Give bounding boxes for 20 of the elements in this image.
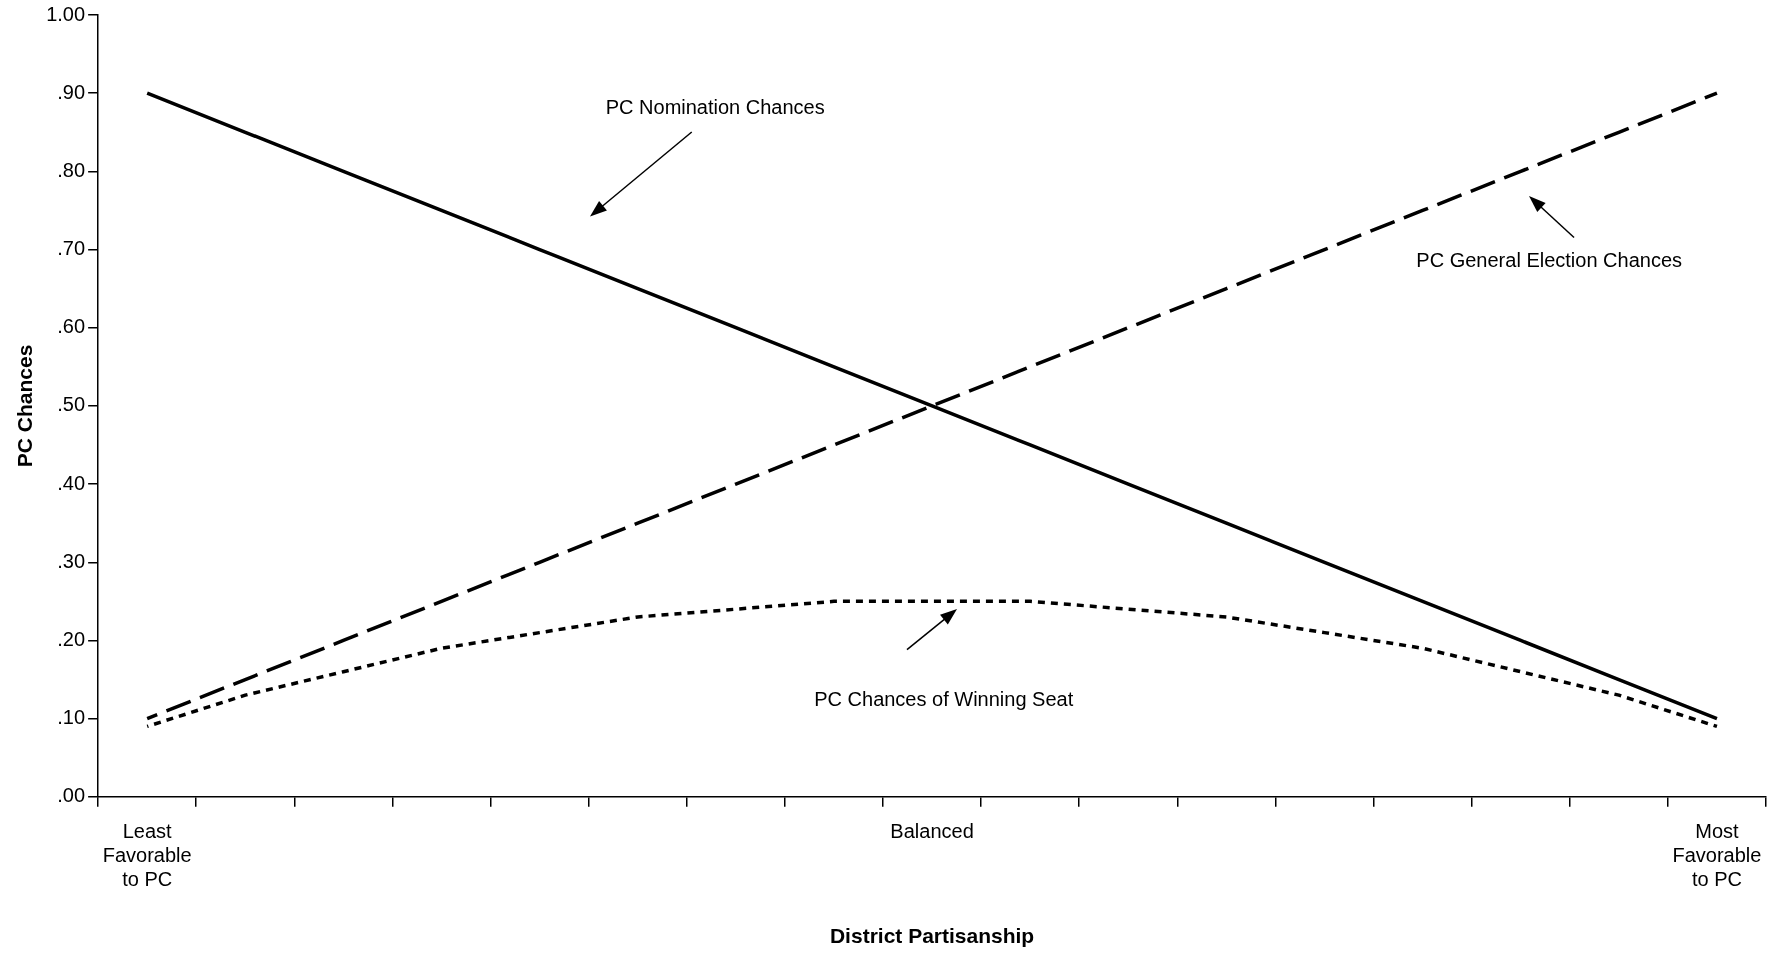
y-tick-label: .80: [57, 158, 86, 181]
y-tick-label: 1.00: [46, 2, 86, 25]
x-tick-label: Least Favorable to PC: [102, 820, 192, 891]
annotation: PC General Election Chances: [1416, 248, 1683, 271]
x-axis-title: District Partisanship: [829, 924, 1035, 948]
y-tick-label: .30: [57, 549, 86, 572]
y-axis-title: PC Chances: [13, 344, 37, 468]
y-tick-label: .10: [57, 706, 86, 729]
y-tick-label: .90: [57, 80, 86, 103]
line-series: [145, 599, 1719, 729]
y-tick-label: .50: [57, 393, 86, 416]
y-tick-label: .20: [57, 627, 86, 650]
y-tick-label: .00: [57, 784, 86, 807]
x-tick-label: Most Favorable to PC: [1672, 820, 1762, 891]
y-tick-label: .60: [57, 315, 86, 338]
y-tick-label: .40: [57, 471, 86, 494]
annotation: PC Nomination Chances: [605, 96, 825, 119]
y-tick-label: .70: [57, 237, 86, 260]
annotation: PC Chances of Winning Seat: [814, 688, 1074, 711]
x-tick-label: Balanced: [890, 820, 974, 843]
